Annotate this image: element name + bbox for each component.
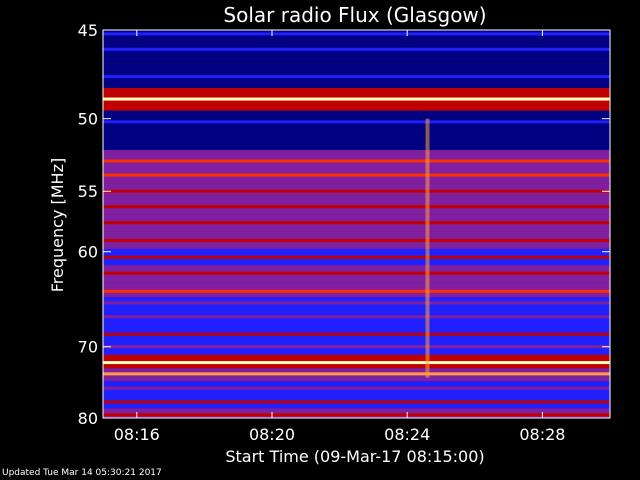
frequency-band [103,205,610,209]
frequency-band [103,301,610,305]
update-timestamp: Updated Tue Mar 14 05:30:21 2017 [2,468,162,478]
frequency-band [103,413,610,417]
frequency-band [103,120,610,124]
burst-event [425,118,430,378]
plot-area [102,29,611,419]
y-tick-label: 45 [78,21,98,40]
x-tick-label: 08:24 [384,425,430,444]
y-axis-label: Frequency [MHz] [48,158,67,292]
frequency-band [103,315,610,319]
y-tick-label: 80 [78,409,98,428]
frequency-band [103,289,610,293]
frequency-band [103,137,610,141]
frequency-band [103,97,610,101]
x-axis-label: Start Time (09-Mar-17 08:15:00) [225,447,484,466]
frequency-band [103,47,610,51]
y-tick-label: 50 [78,110,98,129]
frequency-band [103,345,610,349]
frequency-band [103,271,610,275]
spectral-region [103,30,610,42]
frequency-band [103,400,610,404]
spectral-region [103,408,610,418]
x-tick-label: 08:16 [114,425,160,444]
frequency-band [103,159,610,163]
frequency-band [103,332,610,336]
frequency-band [103,75,610,79]
frequency-band [103,255,610,259]
plot-frame [102,29,611,419]
y-tick-label: 70 [78,338,98,357]
frequency-band [103,221,610,225]
x-ticks: 08:16 08:20 08:24 08:28 [114,30,565,444]
spectral-region [103,282,610,298]
y-ticks: 45 50 55 60 70 80 [78,21,610,428]
x-tick-label: 08:20 [249,425,295,444]
x-tick-label: 08:28 [519,425,565,444]
spectral-region [103,150,610,169]
frequency-band [103,386,610,390]
spectral-region [103,41,610,64]
frequency-band [103,361,610,365]
chart-title: Solar radio Flux (Glasgow) [223,3,486,27]
frequency-band [103,32,610,36]
frequency-band [103,189,610,193]
frequency-band [103,173,610,177]
y-tick-label: 60 [78,243,98,262]
frequency-band [103,372,610,376]
frequency-band [103,238,610,242]
y-tick-label: 55 [78,182,98,201]
